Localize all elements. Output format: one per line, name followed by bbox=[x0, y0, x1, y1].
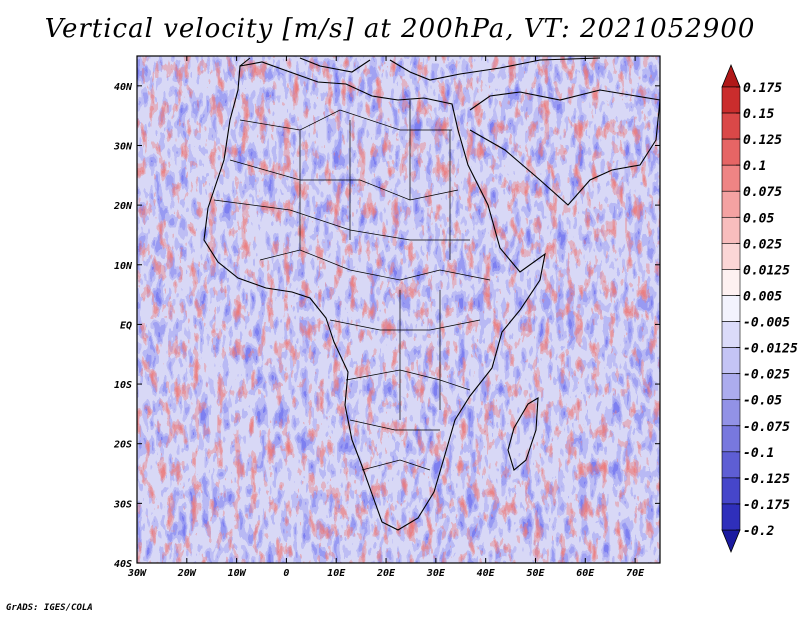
x-tick-label: 0 bbox=[283, 568, 289, 579]
colorbar-segment bbox=[721, 269, 741, 296]
colorbar-label: -0.2 bbox=[743, 524, 774, 539]
plot-frame bbox=[136, 55, 661, 564]
map-title: Vertical velocity [m/s] at 200hPa, VT: 2… bbox=[44, 14, 756, 44]
colorbar-segment bbox=[721, 373, 741, 401]
colorbar-label: -0.1 bbox=[743, 446, 774, 461]
x-tick-label: 30W bbox=[127, 568, 147, 579]
europe-coastline bbox=[239, 57, 601, 81]
colorbar-label: -0.125 bbox=[743, 472, 790, 487]
x-tick-label: 70E bbox=[626, 568, 645, 579]
colorbar-top-arrow bbox=[721, 63, 741, 88]
field-upward-pattern bbox=[137, 56, 660, 563]
colorbar-segment bbox=[721, 451, 741, 479]
colorbar-label: -0.05 bbox=[743, 394, 782, 409]
arabia-coastline bbox=[469, 89, 660, 206]
colorbar-segment bbox=[721, 347, 741, 374]
y-tick-label: 30S bbox=[113, 499, 132, 510]
colorbar-segment bbox=[721, 112, 741, 140]
colorbar-segment bbox=[721, 295, 741, 322]
africa-coastline bbox=[203, 61, 546, 531]
x-tick-label: 30E bbox=[426, 568, 446, 579]
colorbar-label: 0.05 bbox=[743, 211, 774, 226]
colorbar-label: 0.15 bbox=[743, 107, 774, 122]
colorbar-label: -0.075 bbox=[743, 420, 790, 435]
colorbar-segment bbox=[721, 503, 741, 531]
y-tick-label: 10N bbox=[114, 261, 133, 272]
x-tick-label: 60E bbox=[576, 568, 595, 579]
colorbar-label: 0.025 bbox=[743, 237, 782, 252]
coastlines bbox=[203, 57, 660, 531]
y-tick-label: 30N bbox=[113, 141, 133, 152]
x-tick-label: 10W bbox=[228, 568, 247, 579]
colorbar-segment bbox=[721, 138, 741, 166]
colorbar-label: 0.075 bbox=[743, 185, 782, 200]
y-tick-label: EQ bbox=[120, 320, 132, 331]
colorbar-segment bbox=[721, 425, 741, 453]
x-axis: 30W 20W 10W 0 10E 20E 30E 40E 50E 60E 70E bbox=[127, 56, 645, 579]
x-tick-label: 10E bbox=[327, 568, 346, 579]
colorbar: 0.175 0.15 0.125 0.1 0.075 0.05 0.025 0.0125 0.0… bbox=[721, 63, 798, 554]
x-tick-label: 40E bbox=[477, 568, 496, 579]
colorbar-segment bbox=[721, 216, 741, 244]
colorbar-bottom-arrow bbox=[721, 529, 741, 554]
colorbar-label: 0.1 bbox=[743, 159, 766, 174]
y-tick-label: 40N bbox=[114, 82, 133, 93]
x-tick-label: 50E bbox=[526, 568, 545, 579]
colorbar-label: 0.125 bbox=[743, 133, 782, 148]
colorbar-label: 0.005 bbox=[743, 289, 782, 304]
y-tick-label: 20N bbox=[113, 201, 133, 212]
credit-label: GrADS: IGES/COLA bbox=[6, 603, 93, 613]
x-tick-label: 20E bbox=[376, 568, 396, 579]
colorbar-label: -0.0125 bbox=[743, 342, 798, 357]
colorbar-segment bbox=[721, 399, 741, 427]
x-tick-label: 20W bbox=[177, 568, 197, 579]
country-borders bbox=[213, 100, 491, 471]
colorbar-label: -0.175 bbox=[743, 498, 790, 513]
colorbar-segment bbox=[721, 477, 741, 505]
colorbar-segment bbox=[721, 243, 741, 270]
colorbar-segment bbox=[721, 164, 741, 192]
colorbar-label: 0.0125 bbox=[743, 263, 790, 278]
colorbar-segment bbox=[721, 321, 741, 348]
colorbar-label: -0.005 bbox=[743, 316, 790, 331]
colorbar-label: -0.025 bbox=[743, 368, 790, 383]
colorbar-label: 0.175 bbox=[743, 81, 782, 96]
y-tick-label: 40S bbox=[114, 559, 132, 570]
y-axis: 40N 30N 20N 10N EQ 10S 20S 30S 40S bbox=[113, 82, 660, 570]
colorbar-segment bbox=[721, 190, 741, 218]
y-tick-label: 10S bbox=[114, 380, 132, 391]
colorbar-segment bbox=[721, 86, 741, 114]
velocity-field bbox=[137, 56, 660, 563]
y-tick-label: 20S bbox=[113, 440, 132, 451]
madagascar-coastline bbox=[507, 396, 539, 471]
